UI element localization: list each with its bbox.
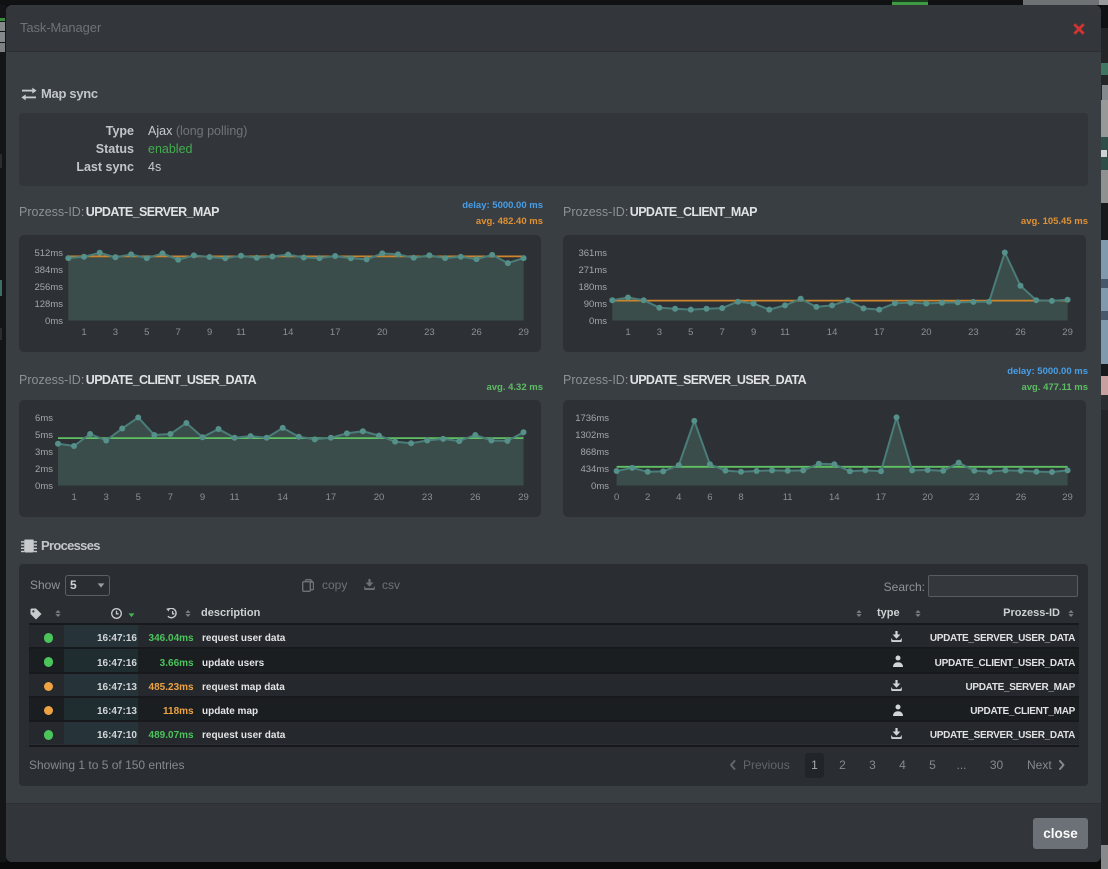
svg-text:3: 3 [104, 492, 109, 503]
svg-text:5: 5 [144, 327, 149, 338]
svg-text:11: 11 [236, 327, 246, 338]
svg-text:11: 11 [780, 327, 790, 338]
svg-text:1302ms: 1302ms [575, 430, 609, 441]
svg-text:868ms: 868ms [580, 447, 609, 458]
svg-text:8: 8 [738, 492, 743, 503]
svg-text:26: 26 [1015, 327, 1026, 338]
svg-text:90ms: 90ms [584, 299, 607, 310]
svg-text:20: 20 [374, 492, 385, 503]
svg-text:17: 17 [876, 492, 887, 503]
svg-text:23: 23 [424, 327, 435, 338]
svg-text:23: 23 [968, 327, 979, 338]
svg-text:3: 3 [657, 327, 662, 338]
svg-text:5ms: 5ms [35, 430, 53, 441]
svg-text:9: 9 [751, 327, 756, 338]
svg-text:2: 2 [645, 492, 650, 503]
svg-text:7: 7 [720, 327, 725, 338]
svg-text:26: 26 [471, 327, 482, 338]
svg-text:11: 11 [783, 492, 793, 503]
svg-text:0ms: 0ms [45, 316, 63, 327]
svg-text:14: 14 [283, 327, 294, 338]
svg-text:17: 17 [330, 327, 341, 338]
svg-text:128ms: 128ms [34, 299, 63, 310]
svg-text:26: 26 [1016, 492, 1027, 503]
svg-text:17: 17 [874, 327, 885, 338]
svg-text:1: 1 [71, 492, 76, 503]
svg-text:434ms: 434ms [580, 464, 609, 475]
svg-text:23: 23 [969, 492, 980, 503]
svg-text:9: 9 [200, 492, 205, 503]
svg-text:23: 23 [422, 492, 433, 503]
svg-text:5: 5 [136, 492, 141, 503]
svg-text:20: 20 [377, 327, 388, 338]
svg-text:29: 29 [1062, 492, 1073, 503]
svg-text:20: 20 [921, 327, 932, 338]
svg-text:3: 3 [113, 327, 118, 338]
svg-text:29: 29 [518, 327, 529, 338]
svg-text:14: 14 [277, 492, 288, 503]
svg-text:4: 4 [676, 492, 681, 503]
svg-text:384ms: 384ms [34, 265, 63, 276]
svg-text:17: 17 [326, 492, 337, 503]
svg-text:6: 6 [707, 492, 712, 503]
svg-text:271ms: 271ms [578, 265, 607, 276]
svg-text:0: 0 [614, 492, 619, 503]
svg-text:11: 11 [230, 492, 240, 503]
svg-text:256ms: 256ms [34, 282, 63, 293]
svg-text:7: 7 [176, 327, 181, 338]
svg-text:20: 20 [922, 492, 933, 503]
svg-text:7: 7 [168, 492, 173, 503]
svg-text:0ms: 0ms [591, 481, 609, 492]
svg-text:2ms: 2ms [35, 464, 53, 475]
svg-text:9: 9 [207, 327, 212, 338]
svg-text:1: 1 [625, 327, 630, 338]
svg-text:361ms: 361ms [578, 248, 607, 259]
svg-text:5: 5 [688, 327, 693, 338]
svg-text:1: 1 [81, 327, 86, 338]
svg-text:14: 14 [829, 492, 840, 503]
svg-text:3ms: 3ms [35, 447, 53, 458]
svg-text:1736ms: 1736ms [575, 413, 609, 424]
svg-text:0ms: 0ms [589, 316, 607, 327]
svg-text:29: 29 [518, 492, 529, 503]
svg-text:26: 26 [470, 492, 481, 503]
svg-text:6ms: 6ms [35, 413, 53, 424]
svg-text:0ms: 0ms [35, 481, 53, 492]
svg-text:14: 14 [827, 327, 838, 338]
svg-text:29: 29 [1062, 327, 1073, 338]
svg-text:512ms: 512ms [34, 248, 63, 259]
svg-text:180ms: 180ms [578, 282, 607, 293]
